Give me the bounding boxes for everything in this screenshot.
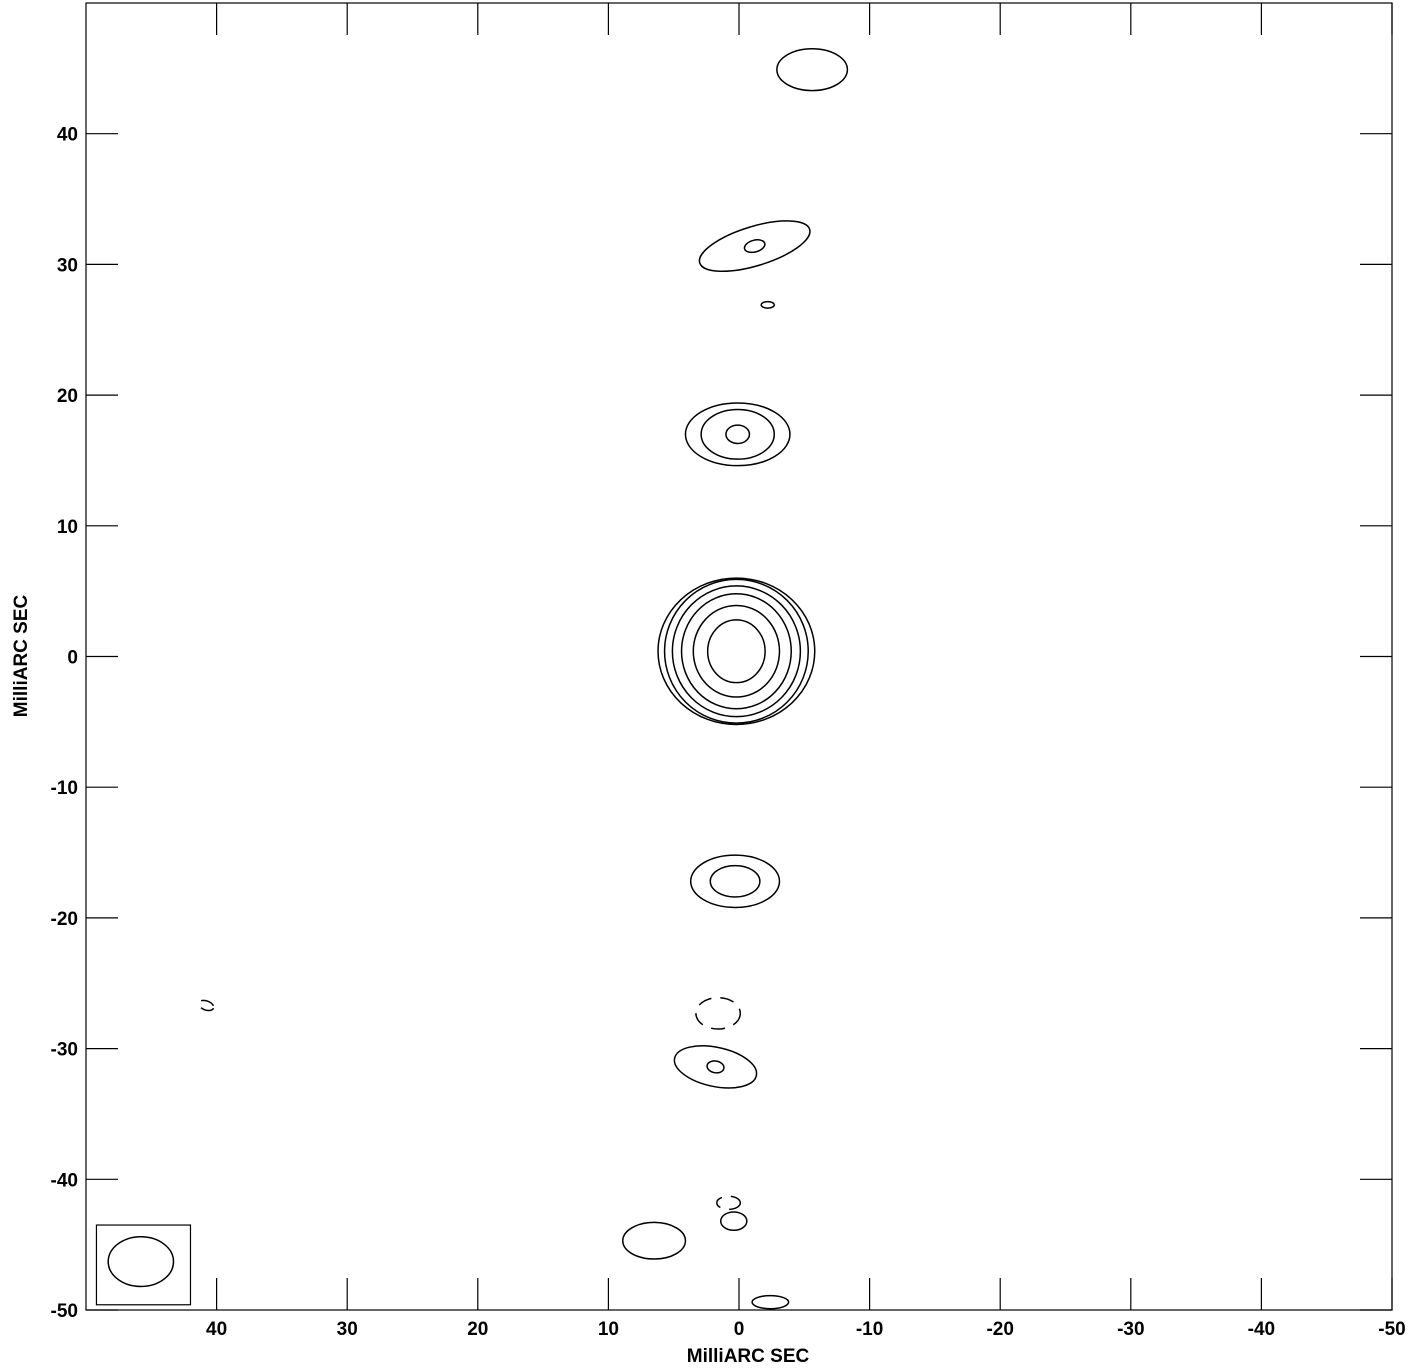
contour-4-level-0 (760, 300, 776, 309)
y-tick-label: -30 (51, 1040, 78, 1061)
beam-box (95, 1224, 192, 1306)
y-tick-label: -10 (51, 778, 78, 799)
x-tick-label: 10 (598, 1319, 619, 1340)
y-tick-label: 10 (57, 517, 78, 538)
contour-8-level-0 (751, 1294, 790, 1310)
x-tick-label: 20 (467, 1319, 488, 1340)
x-tick-labels: 40 30 20 10 0 -10 -20 -30 -40 -50 (206, 1319, 1406, 1340)
negative-contour-10-level-0 (695, 996, 742, 1030)
negative-contour-11-level-0 (716, 1195, 742, 1211)
y-tick-label: -50 (51, 1301, 78, 1322)
contour-0-level-5 (657, 577, 816, 726)
contour-9-level-0 (719, 1211, 748, 1232)
y-tick-label: 40 (57, 125, 78, 146)
x-tick-label: 0 (734, 1319, 745, 1340)
contour-lines (197, 47, 849, 1310)
y-tick-labels: 40 30 20 10 0 -10 -20 -30 -40 -50 (51, 125, 78, 1322)
x-tick-label: -20 (986, 1319, 1013, 1340)
x-axis-title: MilliARC SEC (687, 1346, 810, 1367)
contour-3-level-0 (743, 239, 766, 254)
contour-0-level-3 (671, 585, 802, 718)
plot-frame (85, 2, 1393, 1311)
contour-0-level-4 (663, 578, 809, 724)
y-tick-label: 0 (67, 648, 78, 669)
x-tick-label: -30 (1117, 1319, 1144, 1340)
x-tick-label: 30 (337, 1319, 358, 1340)
x-tick-label: -50 (1378, 1319, 1405, 1340)
contour-2-level-1 (689, 854, 781, 909)
contour-6-level-0 (706, 1060, 725, 1074)
beam-ellipse (107, 1236, 175, 1288)
beam-inset (95, 1224, 192, 1306)
negative-contour-12-level-0 (197, 999, 215, 1012)
contour-1-level-0 (725, 424, 751, 445)
y-axis-title: MilliARC SEC (11, 594, 32, 717)
contour-1-level-1 (700, 408, 776, 460)
x-tick-label: -40 (1248, 1319, 1275, 1340)
contour-0-level-0 (706, 619, 766, 684)
contour-3-level-1 (698, 220, 811, 273)
axis-ticks (86, 3, 1393, 1311)
contour-0-level-2 (680, 593, 792, 710)
contour-6-level-1 (673, 1045, 758, 1089)
contour-0-level-1 (692, 604, 781, 698)
x-tick-label: 40 (206, 1319, 227, 1340)
contour-7-level-0 (622, 1221, 687, 1260)
y-tick-label: 30 (57, 255, 78, 276)
contour-1-level-2 (684, 402, 791, 467)
y-tick-label: -40 (51, 1170, 78, 1191)
contour-5-level-0 (776, 47, 849, 92)
y-tick-label: -20 (51, 909, 78, 930)
contour-2-level-0 (709, 864, 761, 898)
x-tick-label: -10 (856, 1319, 883, 1340)
y-tick-label: 20 (57, 386, 78, 407)
